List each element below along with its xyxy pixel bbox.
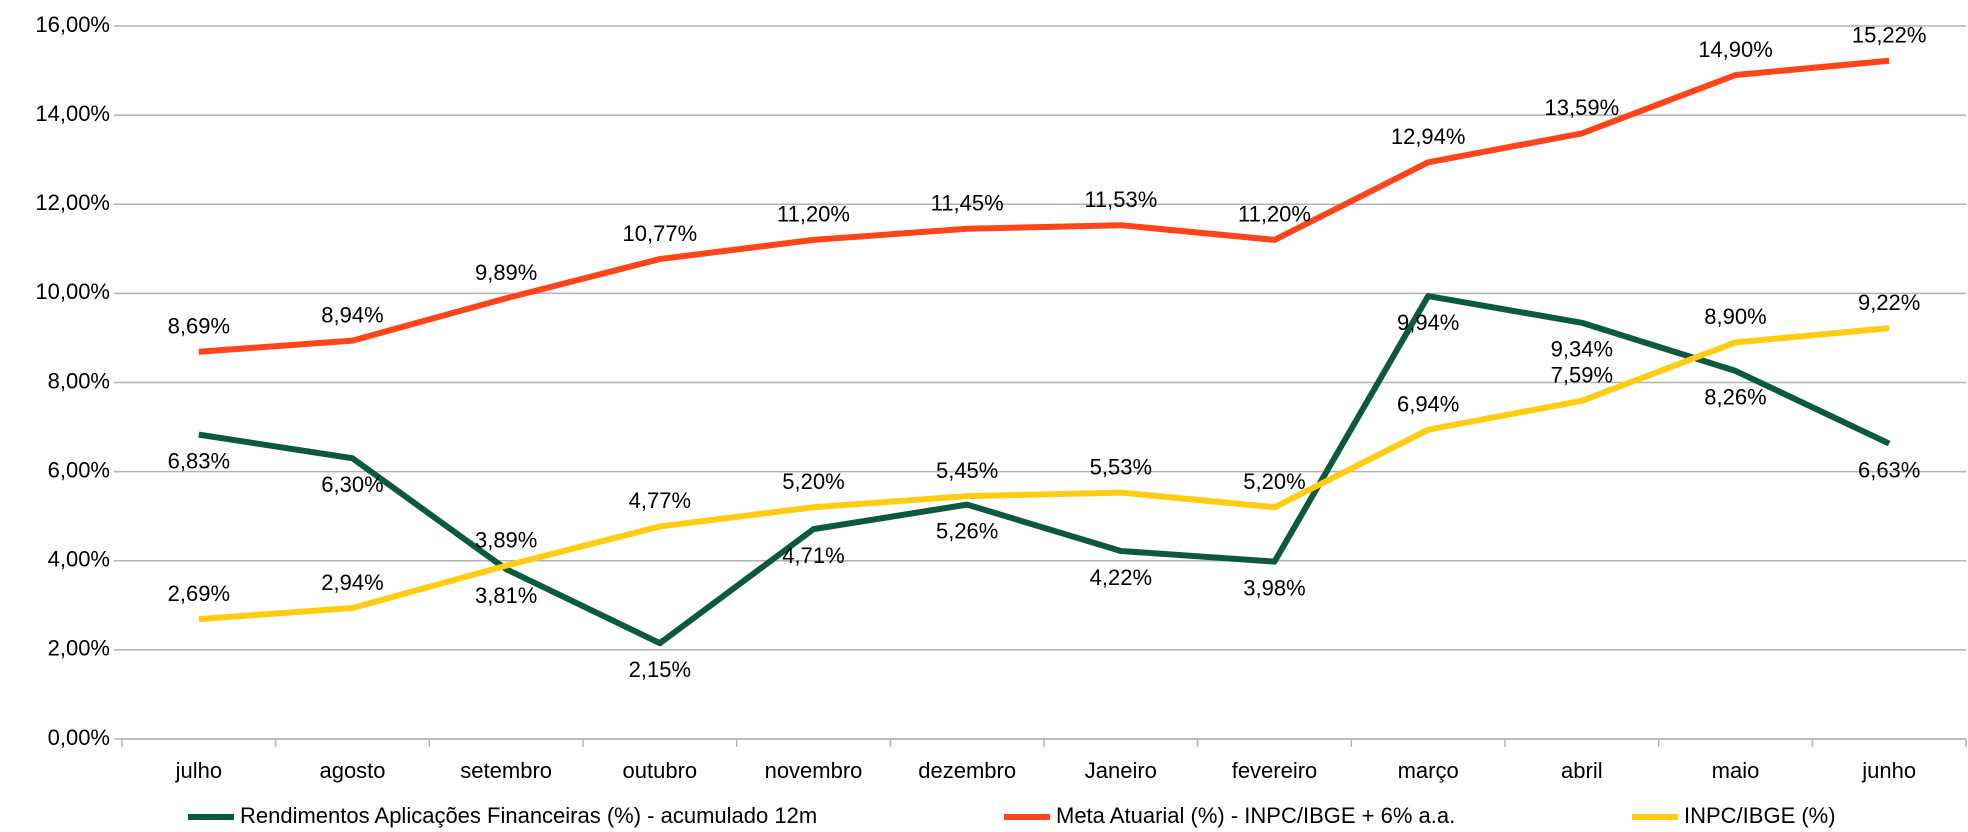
y-tick-label: 4,00% [48, 547, 110, 572]
y-tick-label: 0,00% [48, 725, 110, 750]
x-tick-label: maio [1712, 758, 1760, 783]
data-label: 3,98% [1243, 575, 1305, 600]
data-label: 15,22% [1852, 23, 1927, 48]
data-label: 2,15% [629, 657, 691, 682]
data-label: 4,71% [782, 543, 844, 568]
y-tick-label: 2,00% [48, 636, 110, 661]
data-label: 7,59% [1551, 363, 1613, 388]
data-label: 6,30% [321, 472, 383, 497]
data-label: 11,45% [931, 191, 1004, 216]
x-tick-label: março [1398, 758, 1459, 783]
x-tick-label: fevereiro [1232, 758, 1318, 783]
data-label: 5,53% [1090, 454, 1152, 479]
data-label: 10,77% [623, 221, 698, 246]
data-label: 12,94% [1391, 124, 1466, 149]
x-tick-label: julho [175, 758, 222, 783]
data-label: 5,45% [936, 458, 998, 483]
x-tick-label: junho [1861, 758, 1916, 783]
y-tick-label: 10,00% [35, 279, 110, 304]
data-label: 8,69% [168, 314, 230, 339]
x-tick-label: dezembro [918, 758, 1016, 783]
data-label: 9,94% [1397, 310, 1459, 335]
data-label: 2,94% [321, 570, 383, 595]
y-tick-label: 8,00% [48, 368, 110, 393]
data-label: 9,22% [1858, 290, 1920, 315]
data-label: 11,53% [1084, 187, 1157, 212]
series-line [198, 293, 1891, 647]
data-label: 4,77% [629, 488, 691, 513]
data-label: 13,59% [1545, 95, 1620, 120]
data-label: 2,69% [168, 581, 230, 606]
legend-label: Meta Atuarial (%) - INPC/IBGE + 6% a.a. [1056, 803, 1455, 828]
data-label: 11,20% [1238, 202, 1311, 227]
data-label: 8,94% [321, 302, 383, 327]
data-label: 6,63% [1858, 457, 1920, 482]
legend-label: Rendimentos Aplicações Financeiras (%) -… [240, 803, 817, 828]
x-tick-label: Janeiro [1085, 758, 1157, 783]
data-label: 6,94% [1397, 392, 1459, 417]
series-line [198, 57, 1890, 355]
data-label: 8,90% [1704, 304, 1766, 329]
data-label: 11,20% [777, 202, 850, 227]
data-label: 9,89% [475, 260, 537, 285]
y-tick-label: 6,00% [48, 457, 110, 482]
y-tick-label: 12,00% [35, 190, 110, 215]
y-tick-label: 14,00% [35, 101, 110, 126]
legend-label: INPC/IBGE (%) [1684, 803, 1836, 828]
data-label: 5,26% [936, 518, 998, 543]
data-label: 6,83% [168, 448, 230, 473]
data-label: 9,34% [1551, 337, 1613, 362]
data-label: 5,20% [1243, 469, 1305, 494]
series-line [198, 325, 1890, 623]
x-tick-label: outubro [623, 758, 698, 783]
x-tick-label: abril [1561, 758, 1603, 783]
data-label: 4,22% [1090, 565, 1152, 590]
data-label: 14,90% [1698, 37, 1773, 62]
data-label: 3,89% [475, 527, 537, 552]
x-tick-label: novembro [765, 758, 863, 783]
x-tick-label: agosto [319, 758, 385, 783]
data-label: 3,81% [475, 583, 537, 608]
y-tick-label: 16,00% [35, 12, 110, 37]
data-label: 5,20% [782, 469, 844, 494]
x-tick-label: setembro [460, 758, 552, 783]
data-label: 8,26% [1704, 385, 1766, 410]
